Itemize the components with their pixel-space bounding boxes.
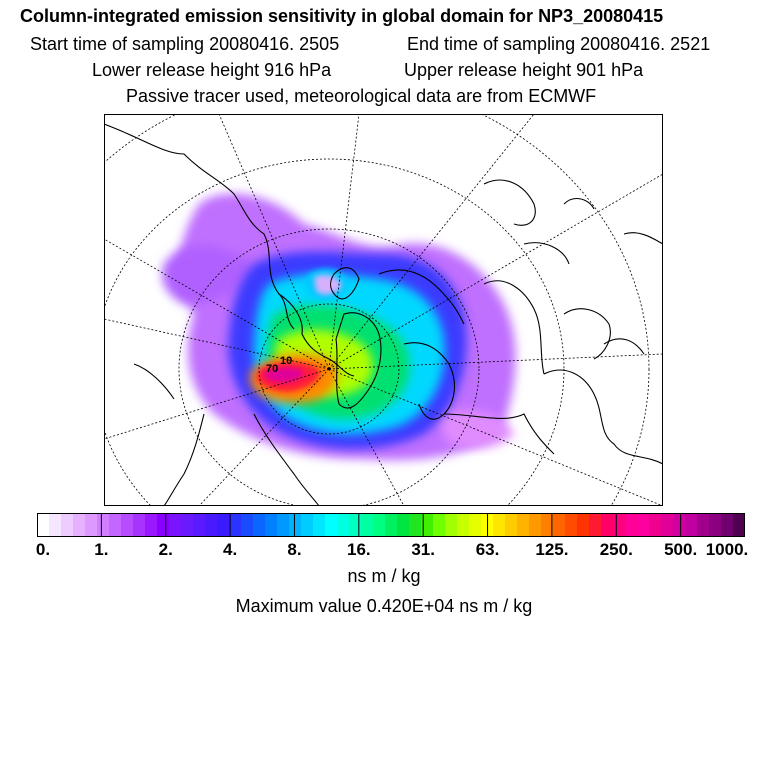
- color-scale-swatch: [661, 513, 674, 537]
- color-scale-frame: [37, 513, 745, 537]
- color-scale-bar: [37, 513, 745, 537]
- color-scale-swatch: [193, 513, 206, 537]
- color-scale-swatch: [709, 513, 722, 537]
- lower-release-label: Lower release height 916 hPa: [92, 60, 332, 80]
- color-scale-swatch: [385, 513, 398, 537]
- color-scale-swatch: [265, 513, 278, 537]
- color-scale-swatch: [505, 513, 518, 537]
- color-scale-swatch: [373, 513, 386, 537]
- color-scale-swatch: [697, 513, 710, 537]
- color-scale-swatch: [325, 513, 338, 537]
- units-label: ns m / kg: [347, 566, 421, 586]
- color-scale-swatch: [685, 513, 698, 537]
- color-scale-swatch: [541, 513, 554, 537]
- color-scale-swatch: [169, 513, 182, 537]
- color-scale-swatch: [421, 513, 434, 537]
- graticule: [104, 114, 663, 506]
- color-scale-swatch: [469, 513, 482, 537]
- color-scale-swatch: [97, 513, 110, 537]
- color-scale-tick-label: 4.: [222, 540, 238, 559]
- color-scale-swatch: [253, 513, 266, 537]
- color-scale-swatch: [289, 513, 302, 537]
- color-scale-tick-label: 8.: [287, 540, 302, 559]
- color-scale-swatch: [517, 513, 530, 537]
- color-scale-swatch: [85, 513, 98, 537]
- color-scale-swatch: [133, 513, 146, 537]
- color-scale-swatch: [637, 513, 650, 537]
- color-scale-swatch: [457, 513, 470, 537]
- color-scale-swatch: [349, 513, 362, 537]
- end-time-label: End time of sampling 20080416. 2521: [407, 34, 711, 54]
- color-scale-swatch: [361, 513, 374, 537]
- start-time-label: Start time of sampling 20080416. 2505: [30, 34, 340, 54]
- color-scale-swatch: [313, 513, 326, 537]
- polar-map: 70 10: [104, 114, 663, 506]
- color-scale-tick-label: 31.: [411, 540, 435, 559]
- color-scale-swatch: [553, 513, 566, 537]
- color-scale-swatch: [397, 513, 410, 537]
- color-scale-swatch: [157, 513, 170, 537]
- color-scale-swatch: [733, 513, 745, 537]
- color-scale-swatch: [61, 513, 74, 537]
- plot-title: Column-integrated emission sensitivity i…: [20, 6, 664, 26]
- contour-label-10: 10: [280, 355, 292, 367]
- color-scale-swatch: [577, 513, 590, 537]
- color-scale-tick-label: 250.: [599, 540, 633, 559]
- contour-label-70: 70: [266, 363, 278, 375]
- color-scale-swatch: [205, 513, 218, 537]
- map-frame: [104, 114, 663, 506]
- color-scale-swatch: [121, 513, 134, 537]
- color-scale-tick-label: 500.: [664, 540, 698, 559]
- color-scale-swatch: [145, 513, 158, 537]
- color-scale-tick-label: 1.: [94, 540, 109, 559]
- color-scale-swatch: [433, 513, 446, 537]
- color-scale-swatch: [601, 513, 614, 537]
- upper-release-label: Upper release height 901 hPa: [404, 60, 644, 80]
- coastlines: [104, 123, 663, 506]
- color-scale-tick-label: 63.: [475, 540, 500, 559]
- color-scale-tick-label: 125.: [535, 540, 569, 559]
- color-scale-swatch: [493, 513, 506, 537]
- color-scale-swatch: [721, 513, 734, 537]
- color-scale-swatch: [301, 513, 314, 537]
- color-scale-swatch: [37, 513, 50, 537]
- color-scale-swatch: [589, 513, 602, 537]
- color-scale-swatch: [337, 513, 350, 537]
- color-scale-swatch: [229, 513, 242, 537]
- color-scale-swatch: [625, 513, 638, 537]
- color-scale-swatch: [613, 513, 626, 537]
- color-scale-swatch: [109, 513, 122, 537]
- color-scale-swatch: [73, 513, 86, 537]
- color-scale-tick-label: 16.: [346, 540, 371, 559]
- tracer-note: Passive tracer used, meteorological data…: [126, 86, 597, 106]
- color-scale-swatch: [649, 513, 662, 537]
- color-scale-swatch: [217, 513, 230, 537]
- color-scale-swatch: [241, 513, 254, 537]
- color-scale-swatch: [529, 513, 542, 537]
- color-scale-tick-label: 1000.: [705, 540, 749, 559]
- color-scale-swatch: [445, 513, 458, 537]
- maximum-value-label: Maximum value 0.420E+04 ns m / kg: [235, 596, 533, 616]
- color-scale-swatch: [409, 513, 422, 537]
- color-scale-tick-label: 0.: [35, 540, 51, 559]
- color-scale-swatch: [181, 513, 194, 537]
- color-scale-swatch: [49, 513, 62, 537]
- color-scale-swatch: [673, 513, 686, 537]
- color-scale-swatch: [277, 513, 290, 537]
- color-scale-swatch: [565, 513, 578, 537]
- color-scale-tick-label: 2.: [158, 540, 173, 559]
